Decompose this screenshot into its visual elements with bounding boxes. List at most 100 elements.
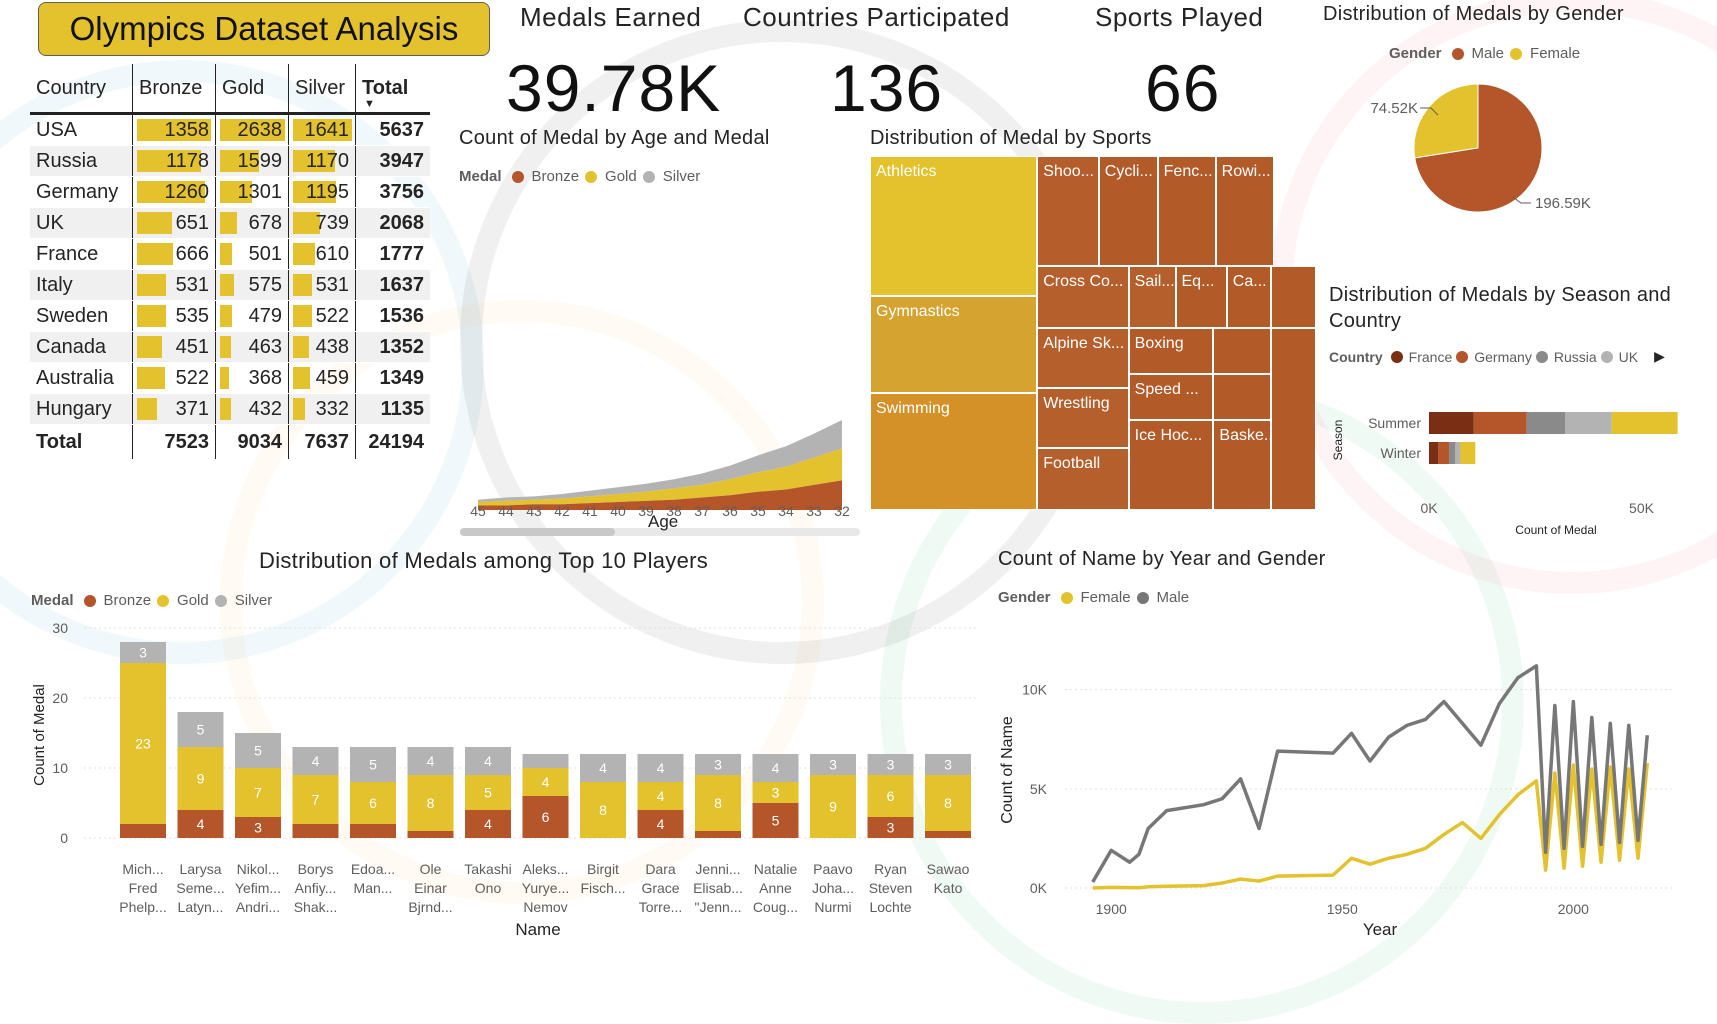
table-row[interactable]: Russia 1178 1599 1170 3947 [30, 145, 430, 177]
legend-bronze-label[interactable]: Bronze [531, 168, 580, 185]
column-bronze[interactable] [752, 803, 799, 838]
bar-winter-france[interactable] [1429, 442, 1439, 464]
column-silver[interactable] [177, 712, 224, 747]
column-bronze[interactable] [867, 817, 914, 838]
treemap-tile-unlabeled[interactable] [1271, 265, 1316, 328]
bar-winter-uk[interactable] [1455, 442, 1461, 464]
treemap-tile-unlabeled[interactable] [1213, 327, 1272, 374]
players-legend-silver-label[interactable]: Silver [234, 592, 273, 609]
table-row[interactable]: France 666 501 610 1777 [30, 238, 430, 270]
treemap-tile[interactable]: Baske... [1213, 419, 1272, 510]
column-bronze[interactable] [637, 810, 684, 838]
treemap-tile[interactable]: Cycli... [1098, 156, 1158, 266]
column-header-bronze[interactable]: Bronze [132, 64, 216, 115]
bar-winter-other[interactable] [1460, 442, 1476, 464]
bar-winter-russia[interactable] [1448, 442, 1456, 464]
year-legend-male-label[interactable]: Male [1156, 589, 1190, 606]
treemap-tile[interactable]: Shoo... [1037, 156, 1099, 266]
bar-summer-other[interactable] [1611, 412, 1678, 434]
column-bronze[interactable] [177, 810, 224, 838]
treemap-tile[interactable]: Eq... [1175, 265, 1227, 328]
legend-russia-label[interactable]: Russia [1553, 348, 1597, 365]
treemap-tile[interactable]: Football [1037, 448, 1129, 510]
table-row[interactable]: Germany 1260 1301 1195 3756 [30, 176, 430, 208]
legend-next-page-icon[interactable]: ▶ [1654, 348, 1665, 364]
table-row[interactable]: Canada 451 463 438 1352 [30, 331, 430, 363]
legend-silver-label[interactable]: Silver [662, 168, 701, 185]
column-gold[interactable] [522, 768, 569, 796]
treemap-tile-unlabeled[interactable] [1213, 373, 1272, 420]
bar-summer-russia[interactable] [1526, 412, 1565, 434]
column-gold[interactable] [580, 782, 626, 838]
column-silver[interactable] [120, 642, 166, 663]
column-silver[interactable] [235, 733, 281, 768]
column-silver[interactable] [580, 754, 626, 782]
column-gold[interactable] [810, 775, 856, 838]
treemap-tile[interactable]: Ice Hoc... [1128, 419, 1214, 510]
treemap-tile[interactable]: Swimming [870, 393, 1038, 510]
treemap-tile[interactable]: Cross Co... [1037, 265, 1129, 328]
column-silver[interactable] [407, 747, 454, 775]
column-header-gold[interactable]: Gold [215, 64, 289, 115]
column-gold[interactable] [925, 775, 971, 831]
treemap-tile[interactable]: Speed ... [1128, 373, 1214, 420]
pie-slice-female[interactable] [1413, 83, 1479, 159]
legend-female-label[interactable]: Female [1530, 45, 1581, 62]
treemap-tile[interactable]: Gymnastics [870, 295, 1038, 394]
column-silver[interactable] [465, 747, 511, 775]
column-silver[interactable] [925, 754, 971, 775]
legend-germany-label[interactable]: Germany [1474, 348, 1532, 365]
column-bronze[interactable] [120, 824, 166, 838]
bar-winter-germany[interactable] [1438, 442, 1449, 464]
column-bronze[interactable] [465, 810, 511, 838]
bar-summer-france[interactable] [1429, 412, 1474, 434]
column-header-silver[interactable]: Silver [288, 64, 356, 115]
column-silver[interactable] [752, 754, 799, 782]
treemap-tile[interactable]: Rowi... [1215, 156, 1274, 266]
column-bronze[interactable] [350, 824, 396, 838]
column-bronze[interactable] [695, 831, 741, 838]
table-row[interactable]: Australia 522 368 459 1349 [30, 362, 430, 394]
players-legend-gold-label[interactable]: Gold [177, 592, 209, 609]
table-row[interactable]: USA 1358 2638 1641 5637 [30, 113, 430, 146]
column-silver[interactable] [292, 747, 339, 775]
column-silver[interactable] [695, 754, 741, 775]
players-legend-bronze-label[interactable]: Bronze [103, 592, 152, 609]
column-gold[interactable] [235, 768, 281, 817]
column-header-total[interactable]: Total ▼ [355, 64, 430, 115]
line-female[interactable] [1092, 762, 1650, 890]
column-gold[interactable] [752, 782, 799, 803]
column-silver[interactable] [522, 754, 569, 768]
table-row[interactable]: UK 651 678 739 2068 [30, 207, 430, 239]
legend-france-label[interactable]: France [1408, 348, 1453, 365]
treemap-tile[interactable]: Boxing [1128, 327, 1214, 374]
column-gold[interactable] [407, 775, 454, 831]
treemap-tile-unlabeled[interactable] [1271, 327, 1316, 510]
treemap-tile[interactable]: Athletics [870, 156, 1038, 296]
column-gold[interactable] [177, 747, 224, 810]
treemap-tile[interactable]: Alpine Sk... [1037, 327, 1129, 388]
table-row[interactable]: Italy 531 575 531 1637 [30, 269, 430, 301]
treemap-tile[interactable]: Sail... [1128, 265, 1176, 328]
column-bronze[interactable] [522, 796, 569, 838]
column-gold[interactable] [695, 775, 741, 831]
column-gold[interactable] [350, 782, 396, 824]
bar-summer-uk[interactable] [1565, 412, 1612, 434]
legend-uk-label[interactable]: UK [1618, 348, 1639, 365]
sort-descending-icon[interactable]: ▼ [364, 98, 375, 110]
table-row[interactable]: Hungary 371 432 332 1135 [30, 393, 430, 425]
column-bronze[interactable] [925, 831, 971, 838]
column-bronze[interactable] [235, 817, 281, 838]
age-chart-scrollbar-thumb[interactable] [460, 528, 615, 536]
treemap-tile[interactable]: Fenc... [1157, 156, 1216, 266]
column-silver[interactable] [810, 754, 856, 775]
column-bronze[interactable] [407, 831, 454, 838]
age-chart-scrollbar[interactable] [460, 528, 860, 536]
legend-male-label[interactable]: Male [1471, 45, 1505, 62]
bar-summer-germany[interactable] [1473, 412, 1527, 434]
column-gold[interactable] [465, 775, 511, 810]
table-row[interactable]: Sweden 535 479 522 1536 [30, 300, 430, 332]
column-header-country[interactable]: Country [30, 64, 133, 115]
year-legend-female-label[interactable]: Female [1080, 589, 1131, 606]
legend-gold-label[interactable]: Gold [605, 168, 637, 185]
